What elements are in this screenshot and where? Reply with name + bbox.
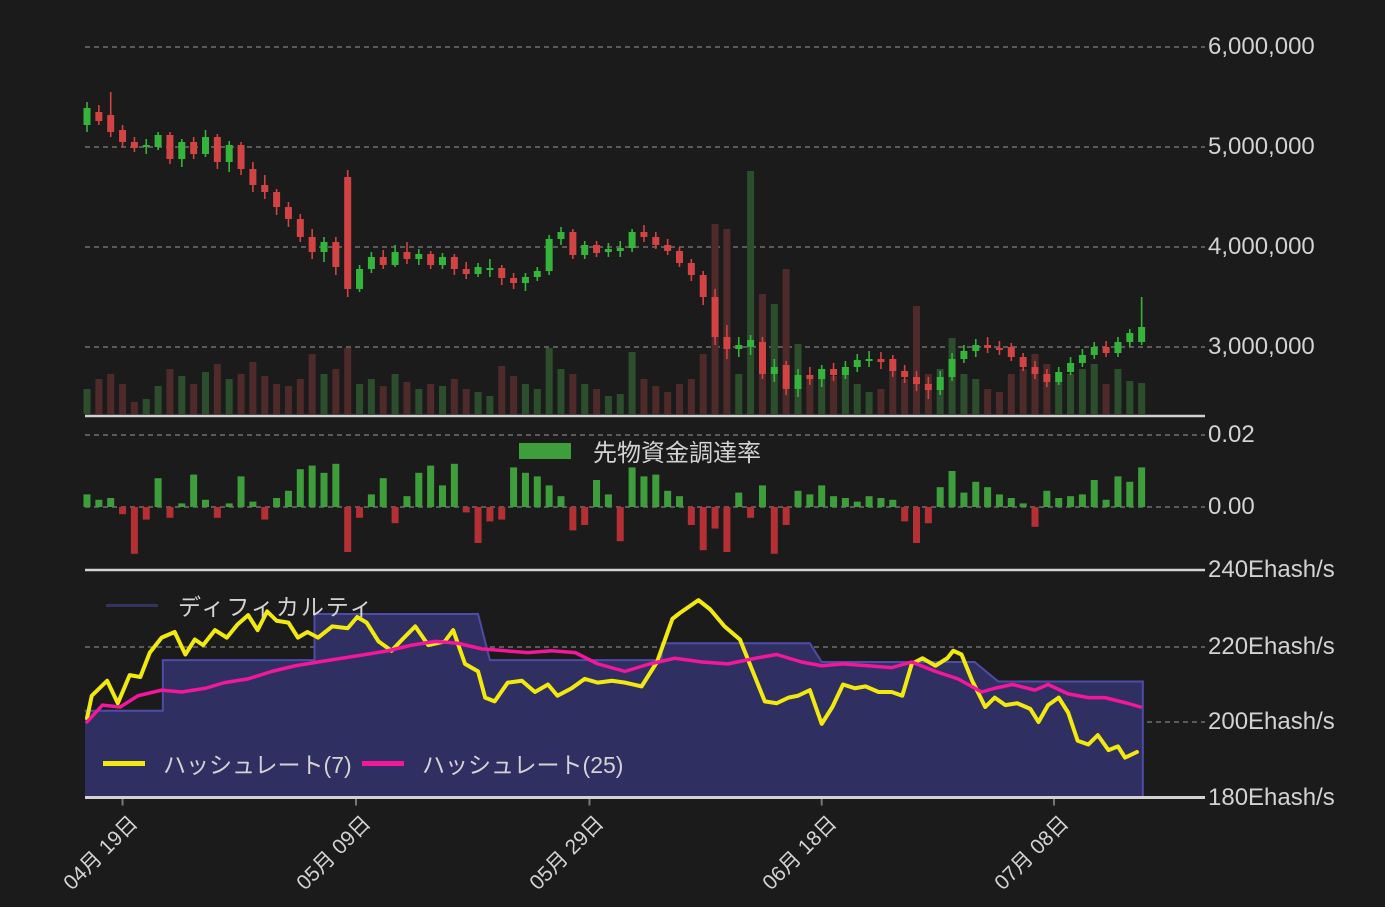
difficulty-legend-swatch	[106, 603, 158, 607]
funding-legend-swatch	[519, 442, 571, 459]
funding-tick-002: 0.02	[1208, 421, 1255, 448]
price-tick-4m: 4,000,000	[1208, 233, 1315, 260]
hashrate-tick-200: 200Ehash/s	[1208, 708, 1335, 735]
hashrate7-legend-label: ハッシュレート(7)	[163, 752, 352, 778]
funding-tick-000: 0.00	[1208, 493, 1255, 520]
hashrate7-legend-swatch	[103, 760, 145, 766]
difficulty-legend-label: ディフィカルティ	[178, 594, 375, 620]
legend-hashrate-25[interactable]: ハッシュレート(25)	[362, 746, 623, 780]
hashrate25-legend-label: ハッシュレート(25)	[422, 752, 624, 778]
price-tick-6m: 6,000,000	[1208, 33, 1315, 60]
legend-hashrate-7[interactable]: ハッシュレート(7)	[103, 746, 352, 780]
price-tick-5m: 5,000,000	[1208, 133, 1315, 160]
hashrate-tick-220: 220Ehash/s	[1208, 633, 1335, 660]
legend-difficulty[interactable]: ディフィカルティ	[106, 588, 375, 622]
price-tick-3m: 3,000,000	[1208, 333, 1315, 360]
hashrate-tick-180: 180Ehash/s	[1208, 784, 1335, 811]
funding-legend-label: 先物資金調達率	[593, 440, 761, 467]
legend-funding-rate[interactable]: 先物資金調達率	[519, 433, 761, 468]
hashrate25-legend-swatch	[362, 760, 404, 766]
hashrate-tick-240: 240Ehash/s	[1208, 556, 1335, 583]
